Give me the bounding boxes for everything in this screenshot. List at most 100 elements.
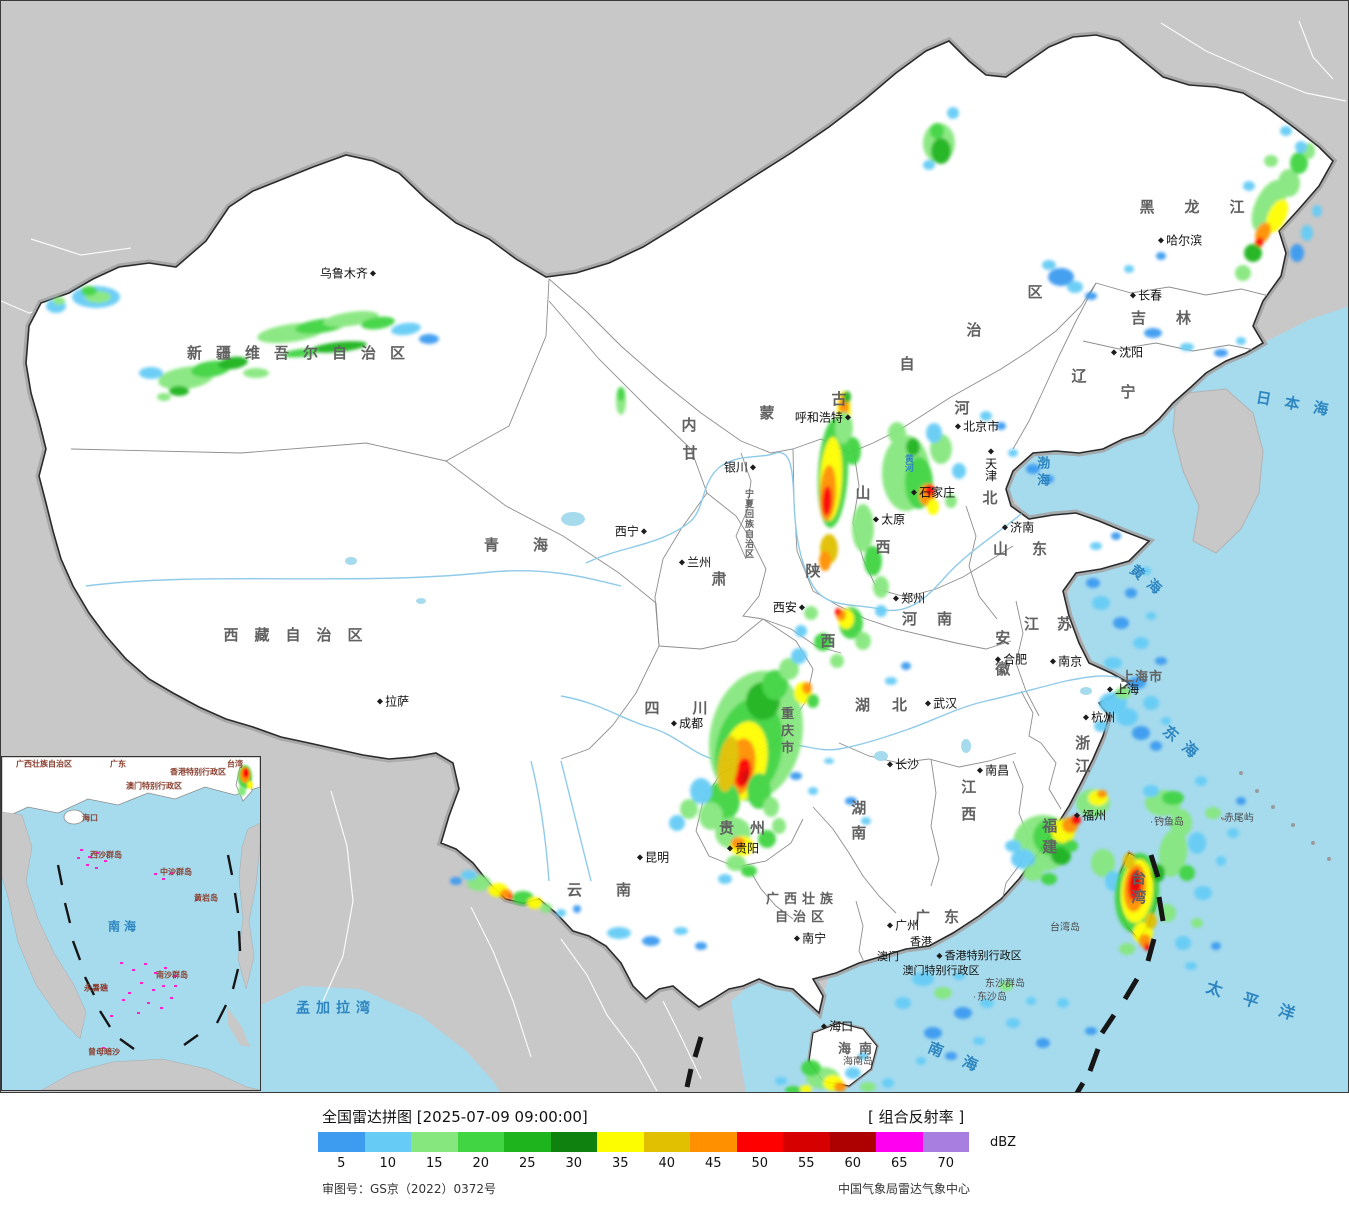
island-mark [88, 856, 91, 858]
legend-color-cell [457, 1132, 504, 1152]
legend-scale-value: 25 [518, 1156, 536, 1171]
radar-echo [791, 648, 807, 664]
radar-echo [861, 817, 871, 825]
radar-echo [1162, 791, 1184, 805]
island-mark [154, 873, 157, 875]
radar-echo [311, 341, 367, 353]
sea-layer [259, 306, 1348, 1092]
legend-color-cell [829, 1132, 876, 1152]
radar-echo [954, 1007, 972, 1019]
radar-echo [1036, 1038, 1050, 1048]
inset-luzon [237, 822, 260, 990]
island-mark [170, 997, 173, 999]
island-mark [195, 899, 198, 901]
map-title: 全国雷达拼图 [2025-07-09 09:00:00] [322, 1108, 588, 1126]
radar-echo [1119, 943, 1135, 955]
radar-echo [1125, 588, 1137, 598]
inset-sea [2, 757, 260, 1090]
legend-color-cell [550, 1132, 597, 1152]
legend-scale-value: 55 [797, 1156, 815, 1171]
radar-echo [450, 877, 462, 885]
radar-echo [1290, 244, 1304, 262]
island-mark [144, 963, 147, 965]
radar-echo [419, 334, 439, 344]
radar-echo [1194, 886, 1212, 900]
radar-echo [669, 815, 685, 831]
radar-echo [1026, 464, 1040, 474]
legend-color-cell [364, 1132, 411, 1152]
radar-echo [1141, 567, 1151, 575]
radar-echo [1195, 776, 1207, 786]
radar-echo [980, 411, 992, 421]
radar-echo [835, 608, 841, 616]
island-mark [120, 962, 123, 964]
radar-echo [1048, 268, 1074, 286]
radar-echo [1071, 815, 1081, 825]
radar-echo [1214, 349, 1228, 357]
radar-echo [926, 423, 942, 443]
radar-echo [1005, 840, 1021, 852]
island-mark [96, 852, 99, 854]
radar-echo [1111, 532, 1121, 540]
radar-echo [934, 987, 952, 999]
offshore-islets [1159, 771, 1331, 861]
radar-echo [81, 286, 97, 296]
radar-echo [1067, 281, 1083, 293]
product-label: [ 组合反射率 ] [868, 1108, 965, 1126]
radar-echo [945, 494, 957, 508]
island-mark [77, 857, 80, 859]
radar-echo [1236, 337, 1246, 345]
radar-echo [930, 123, 944, 139]
inset-nine-dash-line [56, 854, 242, 1050]
radar-echo [980, 998, 994, 1008]
legend-scale-value: 70 [937, 1156, 955, 1171]
radar-echo [1301, 225, 1313, 241]
radar-echo [1123, 853, 1135, 869]
radar-echo [218, 356, 248, 370]
east-south-sea [731, 306, 1348, 1092]
radar-echo [1113, 617, 1129, 629]
legend-scale-value: 30 [565, 1156, 583, 1171]
radar-echo [762, 670, 788, 700]
radar-echo [843, 391, 851, 403]
radar-echo [947, 107, 959, 119]
radar-echo [1150, 741, 1162, 751]
legend-color-cell [504, 1132, 551, 1152]
legend-color-cell [690, 1132, 737, 1152]
radar-echo [731, 837, 745, 849]
radar-echo [1097, 790, 1107, 798]
radar-echo [945, 1052, 957, 1060]
inset-palawan [227, 1007, 250, 1047]
radar-echo [779, 658, 799, 680]
radar-echo [1132, 726, 1150, 740]
radar-echo [461, 870, 477, 880]
radar-echo [1175, 936, 1191, 950]
radar-echo [53, 297, 65, 305]
legend-scale-value: 40 [658, 1156, 676, 1171]
radar-echo [1008, 449, 1018, 457]
radar-echo [741, 865, 757, 877]
radar-echo [1086, 578, 1100, 588]
radar-echo [1144, 943, 1150, 951]
inset-borneo [41, 1058, 260, 1090]
island-mark [152, 989, 155, 991]
legend-scale-value: 65 [890, 1156, 908, 1171]
radar-echo [1235, 265, 1251, 281]
south-china-sea-inset: 广西壮族自治区 广东 香港特别行政区 澳门特别行政区 台湾 海口 西沙群岛 中沙群岛 黄岩岛 南沙… [1, 756, 261, 1091]
inset-radar-echo-layer [238, 765, 253, 796]
color-scale-values: 5 10 15 20 25 30 35 40 45 50 55 60 65 70 [318, 1156, 969, 1171]
radar-echo [740, 770, 750, 784]
legend-color-cell [318, 1132, 365, 1152]
radar-echo [824, 758, 834, 764]
legend-scale-value: 60 [844, 1156, 862, 1171]
island-mark [147, 1002, 150, 1004]
radar-echo [1143, 696, 1159, 710]
radar-echo [1057, 998, 1069, 1008]
radar-echo [607, 927, 631, 939]
radar-echo [790, 772, 802, 780]
radar-echo [1156, 252, 1166, 260]
radar-echo [1146, 612, 1156, 620]
rivers [85, 451, 1124, 882]
radar-echo [852, 504, 874, 552]
bay-of-bengal [259, 986, 500, 1092]
